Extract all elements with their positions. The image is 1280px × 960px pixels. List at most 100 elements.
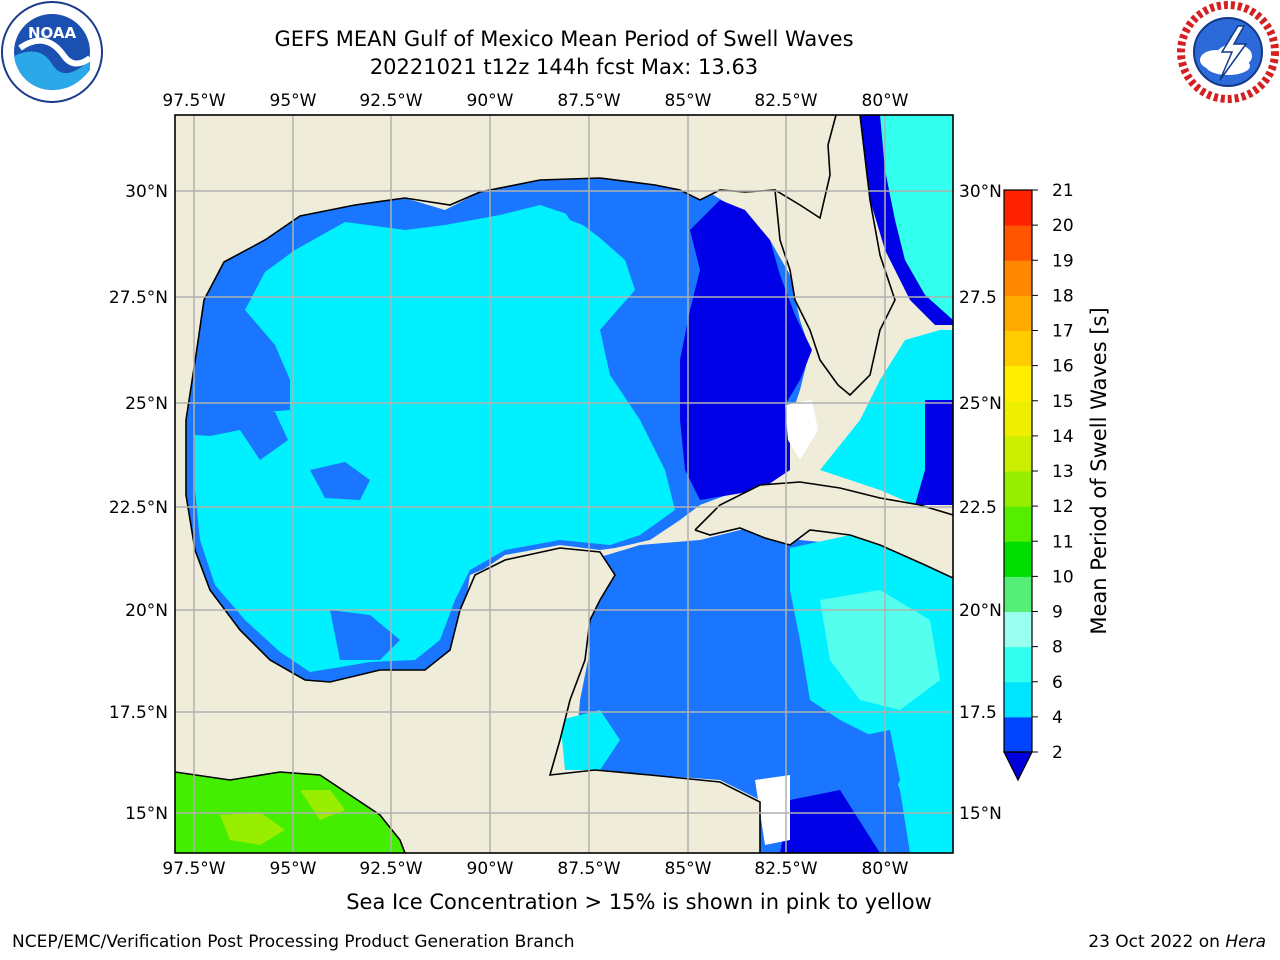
lat-label: 17.5	[959, 703, 997, 723]
colorbar-swatch	[1004, 330, 1032, 367]
colorbar-swatch	[1004, 471, 1032, 507]
colorbar-tick-label: 20	[1052, 216, 1074, 236]
caribbean-water-lighter	[820, 590, 940, 710]
credit-date: 23 Oct 2022 on Hera	[1088, 932, 1266, 952]
map-title: GEFS MEAN Gulf of Mexico Mean Period of …	[274, 27, 854, 51]
gulf-water-dark-east	[680, 200, 812, 500]
colorbar-swatch	[1004, 365, 1032, 402]
noaa-logo-text: NOAA	[28, 24, 77, 42]
lat-label: 15°N	[125, 804, 168, 824]
lat-labels-left: 30°N 27.5°N 25°N 22.5°N 20°N 17.5°N 15°N	[109, 182, 168, 824]
caribbean-dark	[780, 790, 880, 853]
noaa-logo: NOAA	[1, 1, 103, 103]
gulf-pocket-west	[186, 405, 288, 460]
north-land	[175, 115, 836, 495]
lon-label: 97.5°W	[162, 859, 225, 879]
colorbar-swatch	[1004, 435, 1032, 472]
caribbean-pocket-light	[560, 710, 620, 770]
colorbar-tick-label: 17	[1052, 322, 1074, 342]
colorbar-label: Mean Period of Swell Waves [s]	[1087, 307, 1111, 634]
colorbar-tick-label: 16	[1052, 357, 1074, 377]
sea-ice-footnote: Sea Ice Concentration > 15% is shown in …	[346, 890, 932, 914]
gulf-pocket-mid	[310, 462, 370, 500]
lon-label: 80°W	[862, 91, 909, 111]
colorbar-tick-label: 12	[1052, 497, 1074, 517]
lon-label: 90°W	[467, 91, 514, 111]
lon-label: 95°W	[270, 859, 317, 879]
colorbar-swatch	[1004, 190, 1032, 226]
colorbar-tick-label: 4	[1052, 708, 1063, 728]
atlantic-water-light	[880, 115, 953, 320]
colorbar-swatch	[1004, 400, 1032, 437]
straits-dark	[915, 400, 953, 505]
colorbar-tick-label: 9	[1052, 603, 1063, 623]
lon-labels-top: 97.5°W 95°W 92.5°W 90°W 87.5°W 85°W 82.5…	[162, 91, 908, 111]
lat-label: 25°N	[959, 394, 1002, 414]
florida-land	[775, 115, 895, 395]
colorbar-swatch	[1004, 541, 1032, 577]
lon-labels-bottom: 97.5°W 95°W 92.5°W 90°W 87.5°W 85°W 82.5…	[162, 859, 908, 879]
colorbar-swatch	[1004, 295, 1032, 331]
lon-label: 87.5°W	[557, 91, 620, 111]
lat-label: 17.5°N	[109, 703, 168, 723]
colorbar-swatch	[1004, 506, 1032, 542]
map-gridlines	[175, 115, 953, 853]
lon-label: 80°W	[862, 859, 909, 879]
cuba-land	[695, 482, 953, 578]
lon-label: 97.5°W	[162, 91, 225, 111]
straits-water	[820, 330, 953, 505]
colorbar-tick-label: 11	[1052, 532, 1074, 552]
lon-label: 85°W	[665, 859, 712, 879]
credit-date-text: 23 Oct 2022 on	[1088, 932, 1226, 952]
lat-label: 30°N	[959, 182, 1002, 202]
pacific-water-yellowgreen	[220, 812, 285, 845]
colorbar: 2 4 6 8 9 10 11 12 13 14 15 16 17 18 19 20 21	[1003, 181, 1074, 782]
colorbar-swatch	[1004, 611, 1032, 648]
coastline	[175, 115, 953, 853]
lat-labels-right: 30°N 27.5 25°N 22.5 20°N 17.5 15°N	[959, 182, 1002, 824]
lat-label: 20°N	[959, 601, 1002, 621]
lat-label: 22.5°N	[109, 498, 168, 518]
lat-label: 30°N	[125, 182, 168, 202]
lon-label: 85°W	[665, 91, 712, 111]
missing-data-patch	[785, 400, 818, 460]
lat-label: 27.5°N	[109, 288, 168, 308]
colorbar-tick-label: 15	[1052, 392, 1074, 412]
lon-label: 95°W	[270, 91, 317, 111]
colorbar-tick-label: 19	[1052, 251, 1074, 271]
colorbar-swatch	[1004, 716, 1032, 753]
colorbar-tick-label: 14	[1052, 427, 1074, 447]
map-subtitle: 20221021 t12z 144h fcst Max: 13.63	[369, 55, 759, 79]
lat-label: 22.5	[959, 498, 997, 518]
gulf-water-light	[195, 205, 675, 672]
credit-branch: NCEP/EMC/Verification Post Processing Pr…	[12, 932, 575, 952]
lon-label: 92.5°W	[359, 91, 422, 111]
lon-label: 92.5°W	[359, 859, 422, 879]
lon-label: 82.5°W	[754, 91, 817, 111]
lat-label: 15°N	[959, 804, 1002, 824]
lat-label: 25°N	[125, 394, 168, 414]
colorbar-tick-label: 21	[1052, 181, 1074, 201]
lon-label: 87.5°W	[557, 859, 620, 879]
colorbar-swatch	[1004, 681, 1032, 718]
lat-label: 20°N	[125, 601, 168, 621]
colorbar-tick-label: 8	[1052, 638, 1063, 658]
colorbar-tick-label: 18	[1052, 286, 1074, 306]
colorbar-extend-min	[1003, 751, 1033, 782]
gulf-pocket-ne	[560, 190, 670, 250]
missing-data-patch-2	[755, 775, 790, 845]
lon-label: 90°W	[467, 859, 514, 879]
colorbar-swatch	[1004, 576, 1032, 612]
lon-label: 82.5°W	[754, 859, 817, 879]
gulf-pocket-south	[330, 610, 400, 660]
colorbar-tick-label: 10	[1052, 567, 1074, 587]
west-land	[175, 495, 475, 800]
colorbar-tick-label: 13	[1052, 462, 1074, 482]
colorbar-tick-label: 2	[1052, 743, 1063, 763]
colorbar-swatch	[1004, 260, 1032, 296]
nws-logo	[1177, 1, 1279, 103]
map-frame	[174, 114, 954, 854]
colorbar-swatch	[1004, 225, 1032, 261]
colorbar-swatch	[1004, 646, 1032, 683]
